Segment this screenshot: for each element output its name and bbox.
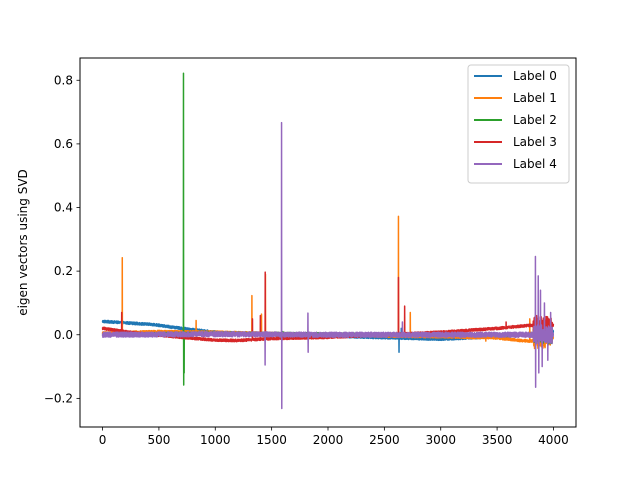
legend: Label 0 Label 1 Label 2 Label 3 Label 4 (467, 64, 570, 184)
legend-box (467, 64, 570, 184)
legend-label: Label 0 (513, 69, 557, 83)
legend-label: Label 3 (513, 135, 557, 149)
series-layer (101, 72, 555, 410)
y-tick-label: −0.2 (44, 391, 73, 405)
x-tick-label: 1000 (200, 433, 231, 447)
x-tick-label: 2000 (313, 433, 344, 447)
x-tick-label: 0 (99, 433, 107, 447)
x-tick-label: 3000 (425, 433, 456, 447)
legend-label: Label 4 (513, 157, 557, 171)
y-tick-label: 0.2 (54, 264, 73, 278)
x-tick-label: 4000 (538, 433, 569, 447)
x-tick-label: 2500 (369, 433, 400, 447)
y-axis-title: eigen vectors using SVD (16, 169, 30, 316)
y-tick-label: 0.6 (54, 137, 73, 151)
x-tick-label: 3500 (482, 433, 513, 447)
y-tick-label: 0.0 (54, 328, 73, 342)
y-axis-ticks: −0.2 0.0 0.2 0.4 0.6 0.8 (44, 73, 80, 405)
series-line-label-4 (101, 121, 555, 410)
x-tick-label: 1500 (256, 433, 287, 447)
y-tick-label: 0.8 (54, 73, 73, 87)
plot-area (101, 72, 555, 410)
x-axis-ticks: 0 500 1000 1500 2000 2500 3000 3500 4000 (99, 427, 569, 447)
x-tick-label: 500 (147, 433, 170, 447)
y-tick-label: 0.4 (54, 201, 73, 215)
legend-label: Label 1 (513, 91, 557, 105)
legend-label: Label 2 (513, 113, 557, 127)
